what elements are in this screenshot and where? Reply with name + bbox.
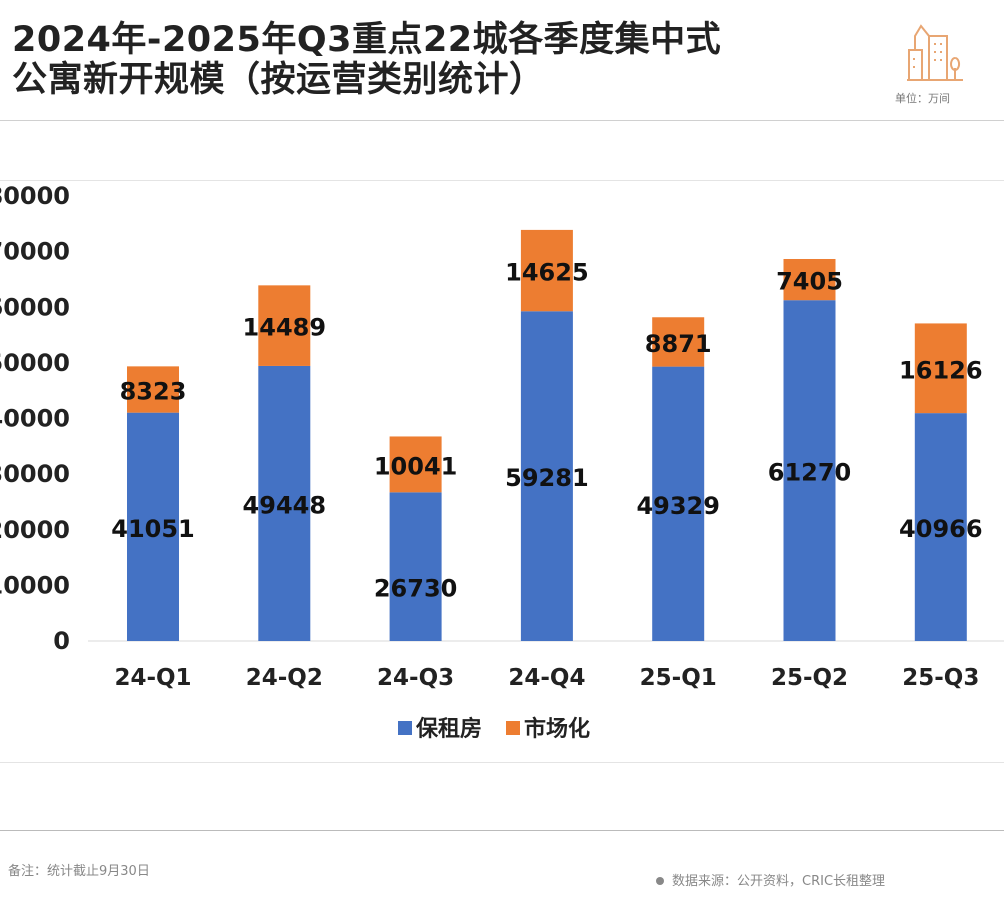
bar-market — [652, 317, 705, 367]
data-label: 14625 — [505, 259, 589, 287]
y-tick-label: 80000 — [0, 182, 70, 210]
data-label: 8323 — [120, 378, 187, 406]
bar-market — [520, 229, 573, 312]
bar-market — [914, 323, 967, 414]
data-label: 40966 — [899, 515, 983, 543]
data-label: 26730 — [374, 575, 458, 603]
bar-affordable — [652, 366, 705, 641]
bullet-icon — [656, 877, 664, 885]
y-tick-label: 40000 — [0, 405, 70, 433]
data-label: 7405 — [776, 268, 843, 296]
bar-affordable — [258, 365, 311, 641]
divider — [0, 762, 1004, 763]
y-tick-label: 50000 — [0, 349, 70, 377]
y-tick-label: 70000 — [0, 238, 70, 266]
page-title: 2024年-2025年Q3重点22城各季度集中式 公寓新开规模（按运营类别统计） — [12, 20, 721, 100]
unit-label: 单位：万间 — [895, 92, 950, 105]
data-label: 8871 — [645, 330, 712, 358]
source-text: 数据来源：公开资料，CRIC长租整理 — [672, 874, 886, 889]
source-note: 数据来源：公开资料，CRIC长租整理 — [656, 870, 885, 889]
bar-market — [127, 366, 179, 413]
x-tick-label: 25-Q2 — [771, 665, 848, 691]
stacked-bar-chart: 0 10000 20000 30000 40000 50000 60000 70000 8000… — [0, 182, 1004, 742]
y-tick-label: 30000 — [0, 460, 70, 488]
footnote: 备注：统计截止9月30日 — [8, 864, 150, 879]
data-label: 14489 — [243, 314, 327, 342]
x-tick-label: 25-Q1 — [640, 665, 717, 691]
divider — [0, 830, 1004, 831]
bar-affordable — [783, 300, 836, 641]
bar-affordable — [914, 413, 967, 641]
data-label: 49329 — [636, 492, 720, 520]
y-tick-label: 10000 — [0, 571, 70, 599]
y-tick-label: 20000 — [0, 516, 70, 544]
x-tick-label: 24-Q3 — [377, 665, 454, 691]
legend-swatch — [398, 721, 412, 735]
bar-affordable — [520, 311, 573, 641]
bar-market — [783, 258, 836, 301]
title-line-2: 公寓新开规模（按运营类别统计） — [12, 60, 545, 100]
legend-label: 保租房 — [415, 716, 482, 742]
divider — [0, 180, 1004, 181]
x-tick-label: 24-Q1 — [114, 665, 191, 691]
data-label: 61270 — [768, 459, 852, 487]
data-label: 16126 — [899, 356, 983, 384]
legend-label: 市场化 — [524, 716, 590, 742]
data-label: 10041 — [374, 452, 458, 480]
bar-market — [389, 436, 442, 493]
building-icon — [907, 24, 963, 81]
legend-swatch — [506, 721, 520, 735]
divider — [0, 120, 1004, 121]
x-tick-label: 25-Q3 — [902, 665, 979, 691]
title-line-1: 2024年-2025年Q3重点22城各季度集中式 — [12, 20, 722, 60]
data-label: 49448 — [243, 491, 327, 519]
x-tick-label: 24-Q2 — [246, 665, 323, 691]
x-tick-label: 24-Q4 — [508, 665, 585, 691]
y-tick-label: 60000 — [0, 293, 70, 321]
data-label: 59281 — [505, 464, 589, 492]
bar-affordable — [127, 412, 179, 641]
y-tick-label: 0 — [53, 627, 70, 655]
data-label: 41051 — [111, 515, 195, 543]
bar-market — [258, 285, 311, 366]
bar-affordable — [389, 492, 442, 641]
